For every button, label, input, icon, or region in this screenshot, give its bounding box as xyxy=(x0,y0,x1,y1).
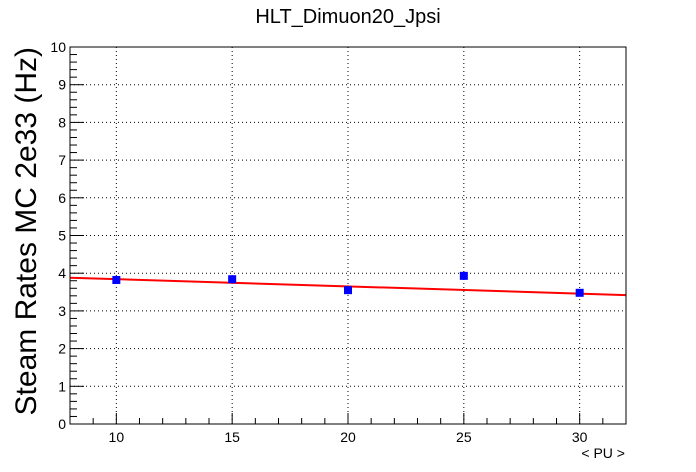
y-axis-label: Steam Rates MC 2e33 (Hz) xyxy=(10,47,43,415)
x-tick-label: 30 xyxy=(572,429,588,445)
x-tick-label: 10 xyxy=(109,429,125,445)
y-tick-label: 7 xyxy=(58,152,66,168)
y-tick-label: 6 xyxy=(58,190,66,206)
y-tick-label: 10 xyxy=(50,39,66,55)
y-tick-label: 3 xyxy=(58,303,66,319)
y-tick-label: 5 xyxy=(58,228,66,244)
data-point xyxy=(344,286,352,295)
x-tick-label: 25 xyxy=(456,429,472,445)
y-tick-label: 2 xyxy=(58,341,66,357)
y-tick-label: 4 xyxy=(58,265,66,281)
series xyxy=(69,271,627,297)
grid xyxy=(70,47,626,424)
x-axis-label: < PU > xyxy=(581,445,625,461)
x-tick-label: 20 xyxy=(340,429,356,445)
y-tick-label: 1 xyxy=(58,378,66,394)
y-tick-label: 9 xyxy=(58,77,66,93)
data-point xyxy=(228,275,237,284)
tick-labels: 10 15 20 25 30 0 1 2 3 4 5 6 7 8 9 10 xyxy=(50,39,587,445)
x-tick-label: 15 xyxy=(224,429,240,445)
data-point xyxy=(575,288,584,297)
data-point xyxy=(459,271,468,280)
axis-ticks xyxy=(69,46,627,425)
y-tick-label: 8 xyxy=(58,114,66,130)
chart-title: HLT_Dimuon20_Jpsi xyxy=(255,6,440,28)
data-point xyxy=(112,275,121,284)
plot-frame xyxy=(69,46,627,425)
y-tick-label: 0 xyxy=(58,416,66,432)
